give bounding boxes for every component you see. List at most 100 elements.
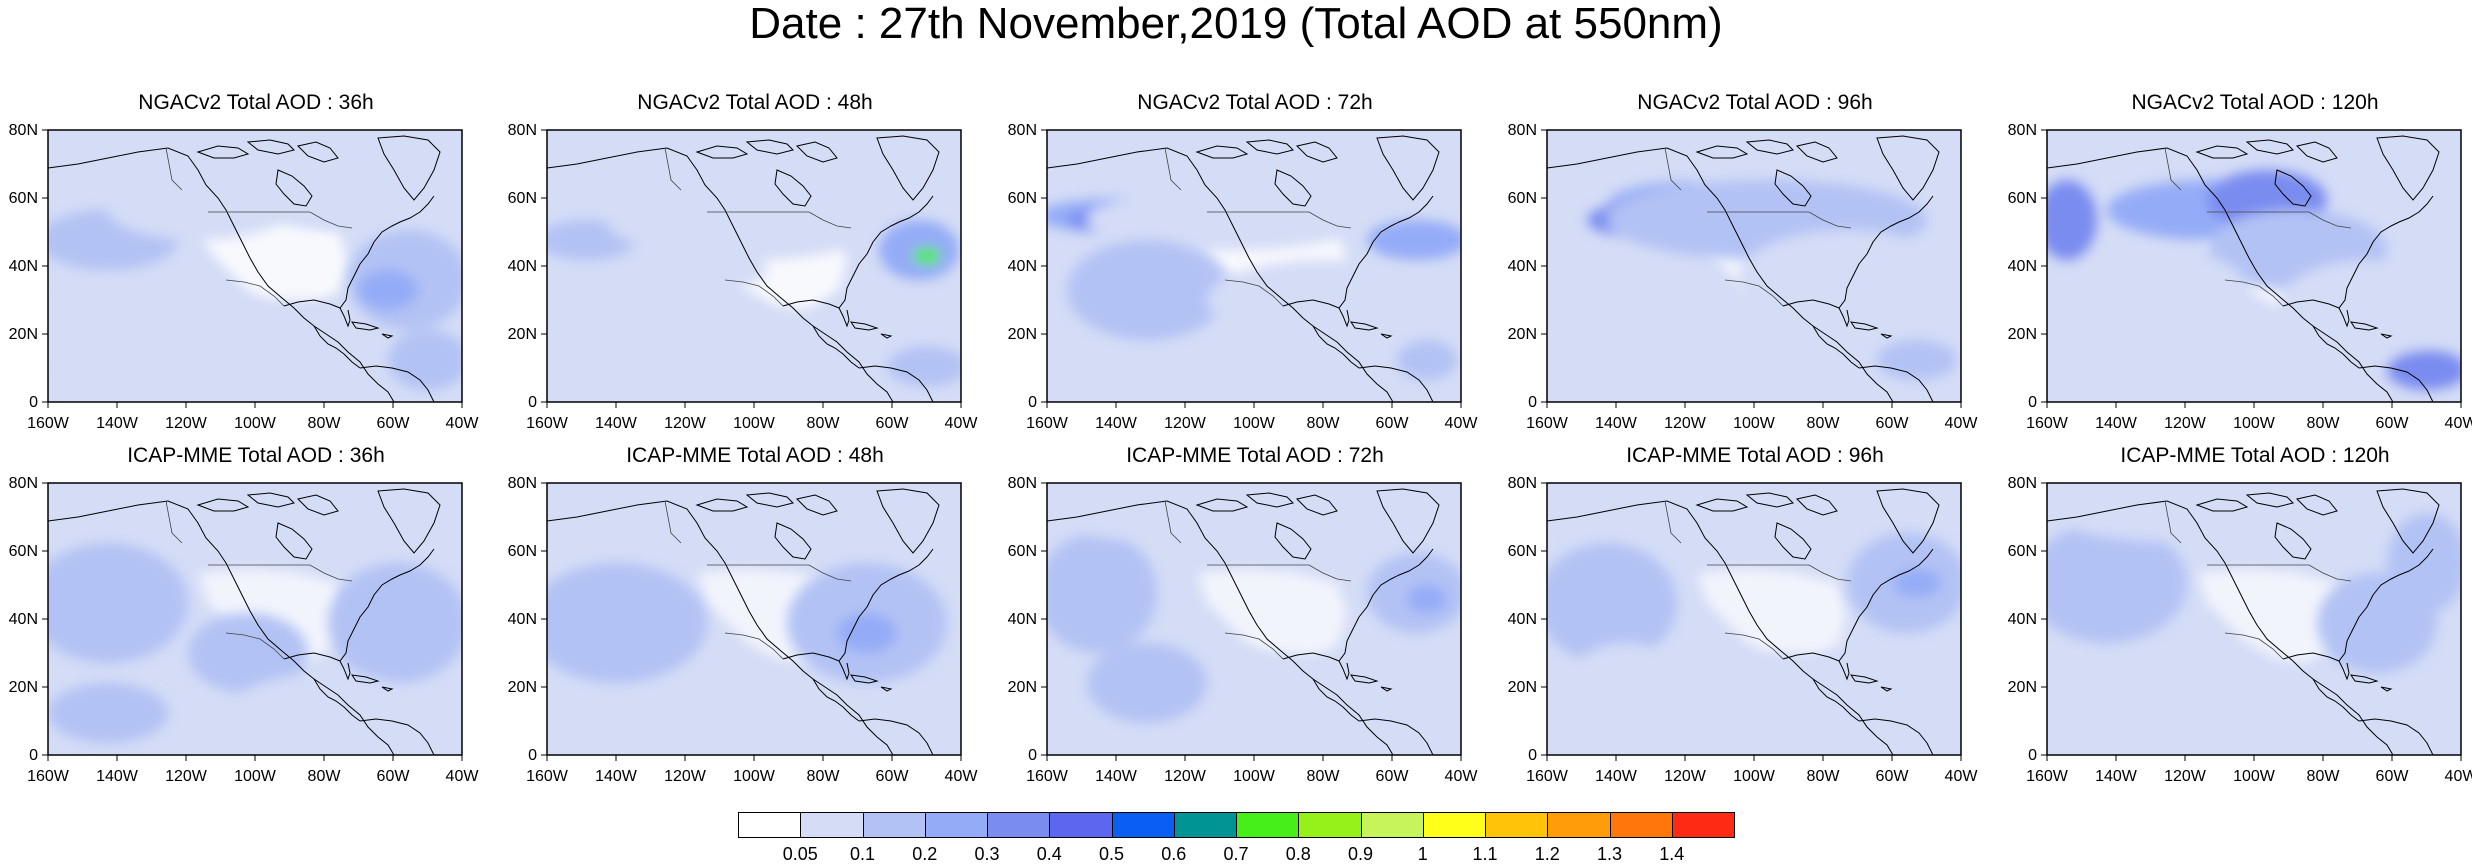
coastline (196, 498, 250, 512)
coastline (774, 522, 812, 560)
political-border (1664, 500, 1682, 544)
aerosol-plume (2387, 350, 2461, 390)
coastline (1812, 678, 1860, 722)
aod-map: 80N 60N 40N 20N 0 160W 140W 120W 100W 80W 60W 40W (508, 475, 979, 785)
lat-tick-label: 0 (1028, 747, 1037, 764)
aerosol-plume (1397, 340, 1457, 380)
colorbar-label: 0.4 (1036, 844, 1062, 864)
coastline (2358, 365, 2434, 402)
coastline (297, 494, 339, 516)
lon-tick-label: 60W (876, 768, 910, 785)
coastline (246, 492, 295, 508)
aerosol-plume (2047, 180, 2097, 260)
lat-tick-label: 80N (508, 122, 537, 139)
lat-tick-label: 80N (1508, 475, 1537, 492)
panel-title: ICAP-MME Total AOD : 36h (127, 444, 385, 467)
lat-tick-label: 0 (29, 394, 38, 411)
aerosol-plume (2067, 503, 2347, 543)
coastline (1745, 139, 1794, 155)
coastline (1774, 169, 1812, 207)
clean-air-region (2197, 569, 2347, 663)
coastline (1376, 135, 1440, 201)
coastline (838, 660, 850, 681)
lat-tick-label: 0 (2028, 747, 2037, 764)
political-border (664, 147, 682, 191)
coastline (849, 321, 879, 331)
political-border (1724, 632, 1784, 660)
colorbar-label: 1.2 (1534, 844, 1560, 864)
colorbar-label: 0.5 (1098, 844, 1125, 864)
lon-tick-label: 120W (1164, 415, 1207, 432)
panel-title: ICAP-MME Total AOD : 96h (1626, 444, 1884, 467)
aerosol-plume (1137, 170, 1297, 210)
coastline (350, 321, 380, 331)
panel-title: NGACv2 Total AOD : 48h (637, 91, 873, 114)
lat-tick-label: 0 (528, 747, 537, 764)
lat-tick-label: 0 (2028, 394, 2037, 411)
lon-tick-label: 140W (1595, 768, 1638, 785)
aerosol-plume (188, 613, 308, 693)
political-border (1164, 147, 1182, 191)
coastline (1547, 147, 1894, 402)
aerosol-plume (48, 290, 168, 370)
coastline (2349, 674, 2379, 684)
lon-tick-label: 100W (733, 768, 776, 785)
aerosol-plume (1067, 240, 1227, 340)
colorbar-swatch (1360, 812, 1424, 838)
coastline (547, 500, 894, 755)
aerosol-plume (2047, 523, 2187, 643)
coastline (1380, 333, 1393, 339)
coastline (1338, 307, 1350, 328)
coastline (2296, 494, 2338, 516)
aerosol-plume (2127, 673, 2367, 753)
coastline (196, 145, 250, 159)
lat-tick-label: 40N (1008, 258, 1037, 275)
lat-tick-label: 80N (1008, 475, 1037, 492)
lat-tick-label: 20N (2008, 679, 2037, 696)
aod-map: 80N 60N 40N 20N 0 160W 140W 120W 100W 80W 60W 40W (2008, 122, 2472, 432)
aod-map: 80N 60N 40N 20N 0 160W 140W 120W 100W 80W 60W 40W (2008, 475, 2472, 785)
aerosol-plume (547, 503, 827, 543)
coastline (1245, 492, 1294, 508)
lon-tick-label: 140W (2095, 768, 2138, 785)
lat-tick-label: 40N (9, 258, 38, 275)
lon-tick-label: 80W (1807, 415, 1841, 432)
lon-tick-label: 160W (1526, 768, 1569, 785)
coastline (1858, 365, 1934, 402)
colorbar-swatch (1422, 812, 1486, 838)
colorbar-swatch (987, 812, 1051, 838)
colorbar-swatch (1111, 812, 1175, 838)
colorbar-swatch (738, 812, 802, 838)
lon-tick-label: 100W (1233, 768, 1276, 785)
political-border (2224, 632, 2284, 660)
coastline (339, 660, 351, 681)
colorbar-swatch (862, 812, 926, 838)
coastline (275, 169, 313, 207)
lon-tick-label: 80W (2307, 768, 2341, 785)
aod-map: 80N 60N 40N 20N 0 160W 140W 120W 100W 80W 60W 40W (1508, 475, 1979, 785)
coastline (745, 492, 794, 508)
lon-tick-label: 140W (96, 768, 139, 785)
aerosol-plume (228, 150, 462, 230)
lat-tick-label: 60N (1508, 543, 1537, 560)
coastline (1296, 494, 1338, 516)
lat-tick-label: 80N (2008, 122, 2037, 139)
lat-tick-label: 20N (1508, 326, 1537, 343)
lon-tick-label: 40W (1945, 415, 1979, 432)
map-panel: NGACv2 Total AOD : 96h 80N 60N 40N 20N 0 160W 1… (1505, 90, 2005, 432)
political-border (1164, 500, 1182, 544)
coastline (1376, 488, 1440, 554)
colorbar-label: 1 (1417, 844, 1428, 864)
lon-tick-label: 120W (165, 415, 208, 432)
aerosol-plume (2047, 290, 2167, 370)
coastline (1282, 548, 1434, 662)
colorbar-label: 0.6 (1161, 844, 1187, 864)
political-border (724, 632, 784, 660)
lon-tick-label: 80W (308, 768, 342, 785)
panel-title: ICAP-MME Total AOD : 48h (626, 444, 884, 467)
lon-tick-label: 100W (234, 768, 277, 785)
political-border (165, 147, 183, 191)
coastline (838, 307, 850, 328)
lon-tick-label: 160W (1026, 768, 1069, 785)
lat-tick-label: 60N (508, 190, 537, 207)
